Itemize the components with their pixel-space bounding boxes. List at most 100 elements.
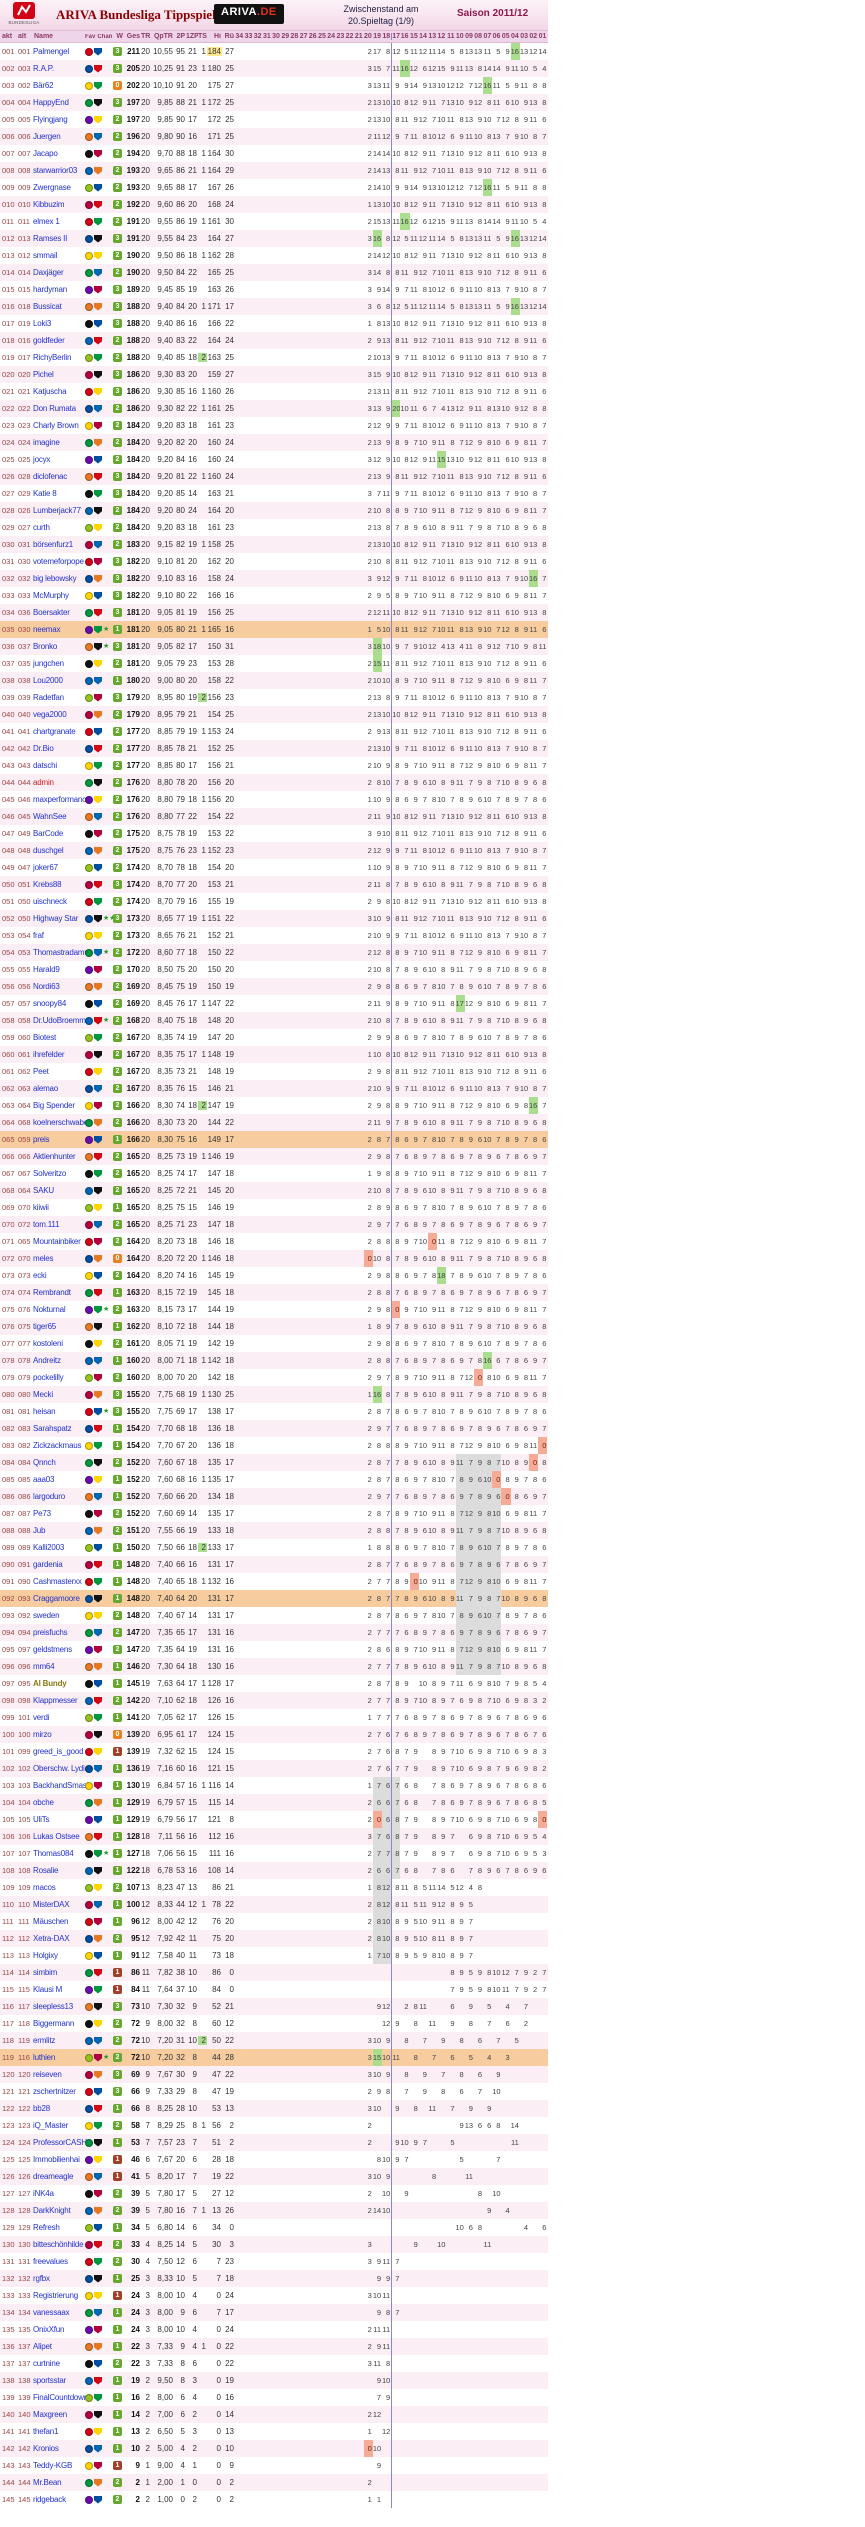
player-name-link[interactable]: jungchen [33, 659, 64, 668]
player-name-link[interactable]: Zwergnase [33, 183, 71, 192]
player-name-link[interactable]: Peet [33, 1067, 49, 1076]
player-name-link[interactable]: vega2000 [33, 710, 67, 719]
player-name-link[interactable]: curth [33, 523, 50, 532]
col-header-md-24[interactable]: 24 [327, 33, 336, 40]
player-name-link[interactable]: Biotest [33, 1033, 57, 1042]
player-name-link[interactable]: Daxjäger [33, 268, 64, 277]
col-header-md-19[interactable]: 19 [373, 33, 381, 40]
player-name-link[interactable]: Flyingjang [33, 115, 68, 124]
player-name-link[interactable]: joker67 [33, 863, 58, 872]
player-name-link[interactable]: Zickzackmaus [33, 1441, 82, 1450]
player-name-link[interactable]: snoopy84 [33, 999, 67, 1008]
col-header-md-25[interactable]: 25 [318, 33, 326, 40]
player-name-link[interactable]: WahnSee [33, 812, 67, 821]
player-name-link[interactable]: elmex 1 [33, 217, 60, 226]
col-header-name[interactable]: Name [34, 33, 54, 40]
player-name-link[interactable]: admin [33, 778, 54, 787]
player-name-link[interactable]: Highway Star [33, 914, 79, 923]
col-header-ges[interactable]: Ges [126, 33, 140, 40]
player-name-link[interactable]: Qnnch [33, 1458, 56, 1467]
player-name-link[interactable]: kiiwii [33, 1203, 49, 1212]
player-name-link[interactable]: HappyEnd [33, 98, 69, 107]
player-name-link[interactable]: RichyBerlin [33, 353, 72, 362]
col-header-md-11[interactable]: 11 [447, 33, 455, 40]
player-name-link[interactable]: pockelilly [33, 1373, 64, 1382]
col-header-md-09[interactable]: 09 [465, 33, 473, 40]
player-name-link[interactable]: Palmengel [33, 47, 70, 56]
player-name-link[interactable]: preisfuchs [33, 1628, 68, 1637]
player-name-link[interactable]: Katjuscha [33, 387, 67, 396]
player-name-link[interactable]: Dr.Bio [33, 744, 54, 753]
col-header-md-28[interactable]: 28 [290, 33, 299, 40]
player-name-link[interactable]: Krebs88 [33, 880, 62, 889]
col-header-ts[interactable]: TS [198, 33, 207, 40]
player-name-link[interactable]: Craggamoore [33, 1594, 80, 1603]
col-header-md-14[interactable]: 14 [419, 33, 427, 40]
player-name-link[interactable]: Jacapo [33, 149, 58, 158]
player-name-link[interactable]: Lumberjack77 [33, 506, 81, 515]
col-header-md-26[interactable]: 26 [308, 33, 317, 40]
col-header-md-02[interactable]: 02 [529, 33, 538, 40]
player-name-link[interactable]: kostoleni [33, 1339, 63, 1348]
col-header-md-31[interactable]: 31 [262, 33, 271, 40]
player-name-link[interactable]: Kibbuzim [33, 200, 65, 209]
col-header-md-21[interactable]: 21 [354, 33, 363, 40]
player-name-link[interactable]: uischneck [33, 897, 67, 906]
player-name-link[interactable]: big lebowsky [33, 574, 77, 583]
player-name-link[interactable]: starwarrior03 [33, 166, 78, 175]
player-name-link[interactable]: Aktienhunter [33, 1152, 76, 1161]
col-header-hi[interactable]: Hi [214, 33, 221, 40]
col-header-md-12[interactable]: 12 [437, 33, 446, 40]
col-header-champ[interactable]: Champ [97, 33, 112, 40]
player-name-link[interactable]: börsenfurz1 [33, 540, 74, 549]
player-name-link[interactable]: hardyman [33, 285, 67, 294]
player-name-link[interactable]: Mountainbiker [33, 1237, 81, 1246]
player-name-link[interactable]: imagine [33, 438, 60, 447]
player-name-link[interactable]: duschgel [33, 846, 64, 855]
col-header-md-08[interactable]: 08 [474, 33, 483, 40]
col-header-md-30[interactable]: 30 [272, 33, 280, 40]
player-name-link[interactable]: Katie 8 [33, 489, 57, 498]
col-header-2p[interactable]: 2P [176, 33, 185, 40]
col-header-akt[interactable]: akt [2, 33, 13, 40]
player-name-link[interactable]: Boersakter [33, 608, 70, 617]
player-name-link[interactable]: Lou2000 [33, 676, 63, 685]
player-name-link[interactable]: largoduro [33, 1492, 66, 1501]
player-name-link[interactable]: Nokturnal [33, 1305, 66, 1314]
player-name-link[interactable]: ihrefelder [33, 1050, 65, 1059]
ariva-de-logo[interactable]: ARIVA.DE [214, 4, 284, 24]
player-name-link[interactable]: tom.111 [33, 1220, 60, 1229]
player-name-link[interactable]: Thomastradamus [33, 948, 93, 957]
col-header-md-05[interactable]: 05 [501, 33, 510, 40]
player-name-link[interactable]: koelnerschwabe [33, 1118, 89, 1127]
col-header-md-10[interactable]: 10 [455, 33, 464, 40]
player-name-link[interactable]: Loki3 [33, 319, 52, 328]
player-name-link[interactable]: fraf [33, 931, 44, 940]
player-name-link[interactable]: Bussicat [33, 302, 62, 311]
col-header-md-20[interactable]: 20 [364, 33, 372, 40]
player-name-link[interactable]: Cashmasterxx [33, 1577, 82, 1586]
col-header-qptr[interactable]: QpTR [153, 33, 173, 40]
player-name-link[interactable]: Bronko [33, 642, 58, 651]
player-name-link[interactable]: Bär62 [33, 81, 54, 90]
col-header-md-32[interactable]: 32 [253, 33, 262, 40]
player-name-link[interactable]: neemax [33, 625, 61, 634]
col-header-tr[interactable]: TR [141, 33, 151, 40]
col-header-1zp[interactable]: 1ZP [186, 33, 198, 40]
player-name-link[interactable]: Pe73 [33, 1509, 51, 1518]
col-header-md-01[interactable]: 01 [538, 33, 547, 40]
player-name-link[interactable]: datschi [33, 761, 57, 770]
col-header-md-23[interactable]: 23 [336, 33, 345, 40]
player-name-link[interactable]: Solveritzo [33, 1169, 67, 1178]
player-name-link[interactable]: SAKU [33, 1186, 54, 1195]
player-name-link[interactable]: Dr.UdoBroemme [33, 1016, 90, 1025]
player-name-link[interactable]: tiger65 [33, 1322, 57, 1331]
player-name-link[interactable]: Charly Brown [33, 421, 79, 430]
col-header-w[interactable]: W [116, 33, 123, 40]
player-name-link[interactable]: aaa03 [33, 1475, 55, 1484]
player-name-link[interactable]: preis [33, 1135, 50, 1144]
bundesliga-logo[interactable]: BUNDESLIGA [7, 2, 41, 28]
player-name-link[interactable]: McMurphy [33, 591, 69, 600]
player-name-link[interactable]: Don Rumata [33, 404, 76, 413]
player-name-link[interactable]: ecki [33, 1271, 47, 1280]
